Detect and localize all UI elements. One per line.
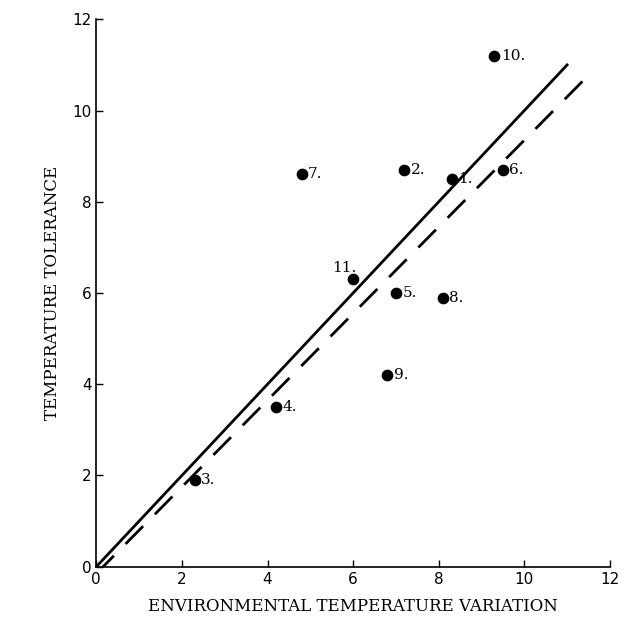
Point [189,475,200,485]
Text: 6.: 6. [509,163,524,177]
Point [438,292,448,303]
Text: 11.: 11. [332,261,356,275]
Text: 7.: 7. [308,167,322,182]
Point [489,51,499,61]
Y-axis label: TEMPERATURE TOLERANCE: TEMPERATURE TOLERANCE [44,166,61,420]
Point [348,274,358,285]
Point [498,165,508,175]
Text: 2.: 2. [411,163,426,177]
Point [382,370,392,380]
Text: 4.: 4. [282,400,297,414]
X-axis label: ENVIRONMENTAL TEMPERATURE VARIATION: ENVIRONMENTAL TEMPERATURE VARIATION [148,598,558,614]
Point [399,165,410,175]
Point [446,174,456,184]
Text: 3.: 3. [201,473,216,487]
Point [271,402,281,412]
Text: 5.: 5. [403,286,417,300]
Text: 8.: 8. [449,290,464,305]
Text: 9.: 9. [394,368,408,382]
Point [391,288,401,298]
Point [297,169,307,180]
Text: 1.: 1. [458,172,473,186]
Text: 10.: 10. [501,49,525,63]
